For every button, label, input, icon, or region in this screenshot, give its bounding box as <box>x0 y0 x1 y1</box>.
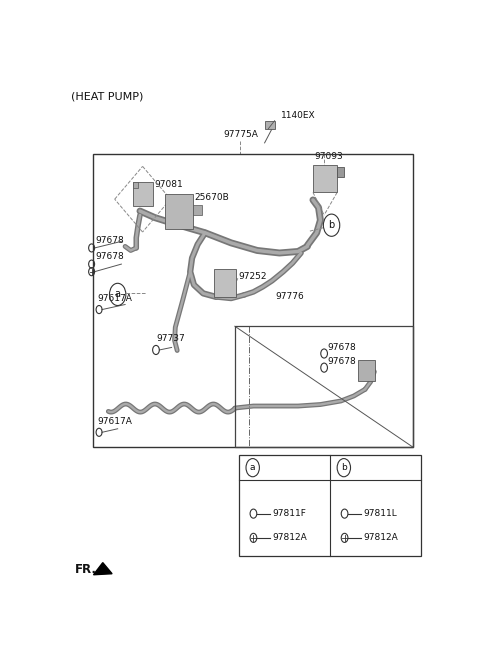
Text: 97811L: 97811L <box>363 509 397 518</box>
Text: b: b <box>328 220 335 230</box>
Bar <box>265 121 275 129</box>
Text: a: a <box>250 463 255 472</box>
Text: 97617A: 97617A <box>97 417 132 426</box>
Text: 97678: 97678 <box>96 252 124 261</box>
Text: (HEAT PUMP): (HEAT PUMP) <box>71 91 144 101</box>
Bar <box>132 182 153 206</box>
Text: 97617A: 97617A <box>97 294 132 303</box>
Bar <box>165 194 193 229</box>
Text: 97812A: 97812A <box>272 533 307 543</box>
Text: 97093: 97093 <box>315 152 344 161</box>
Text: 97776: 97776 <box>276 293 304 301</box>
Text: 97678: 97678 <box>328 343 357 352</box>
Text: 97775A: 97775A <box>224 130 259 139</box>
Bar <box>215 269 236 297</box>
Text: a: a <box>115 289 120 299</box>
Text: 97737: 97737 <box>156 335 185 343</box>
Bar <box>193 205 202 215</box>
Text: 97678: 97678 <box>328 357 357 366</box>
Text: 25670B: 25670B <box>194 193 228 202</box>
Bar <box>313 165 337 192</box>
Text: FR.: FR. <box>75 564 97 576</box>
Bar <box>239 455 421 556</box>
Text: 97252: 97252 <box>239 272 267 281</box>
Text: 97081: 97081 <box>155 180 184 190</box>
Text: 1140EX: 1140EX <box>281 111 316 120</box>
Bar <box>94 155 413 447</box>
Polygon shape <box>94 563 112 575</box>
Bar <box>235 326 413 447</box>
Bar <box>132 182 138 188</box>
Text: 97678: 97678 <box>96 236 124 245</box>
Bar <box>337 167 344 177</box>
Text: 97812A: 97812A <box>363 533 398 543</box>
Text: 97811F: 97811F <box>272 509 306 518</box>
Text: b: b <box>341 463 347 472</box>
Bar <box>358 359 375 380</box>
